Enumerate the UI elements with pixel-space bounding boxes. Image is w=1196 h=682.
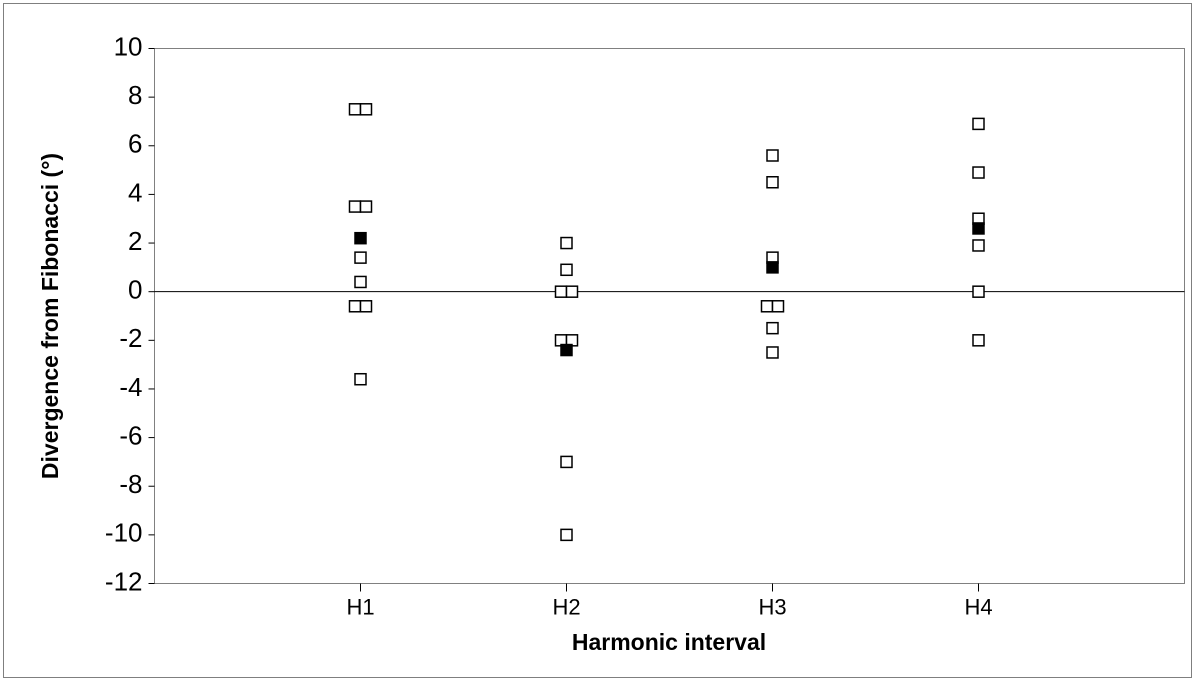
data-point [766, 321, 779, 335]
data-point [972, 117, 985, 131]
data-point [760, 300, 774, 313]
y-tick-label: -8 [119, 469, 142, 499]
data-point [359, 300, 373, 313]
data-point [354, 251, 367, 264]
data-point [766, 176, 779, 189]
mean-point [354, 231, 367, 245]
y-tick-label: -12 [105, 566, 143, 596]
data-point [972, 285, 985, 298]
y-tick-label: -2 [119, 323, 142, 353]
data-point [766, 149, 779, 162]
data-point [348, 200, 362, 213]
y-tick-label: 0 [128, 275, 142, 305]
y-tick-label: 2 [128, 226, 142, 256]
data-point [348, 103, 362, 116]
y-tick-label: 6 [128, 129, 142, 159]
data-point [560, 263, 573, 277]
data-point [560, 455, 573, 469]
plot-area [154, 48, 1185, 584]
x-axis-title: Harmonic interval [572, 629, 766, 655]
y-axis-title: Divergence from Fibonacci (°) [37, 153, 63, 479]
data-points [348, 103, 985, 542]
y-tick-label: 8 [128, 80, 142, 110]
x-tick-label: H4 [964, 595, 992, 620]
data-point [354, 372, 367, 386]
data-point [766, 346, 779, 359]
y-tick-label: 4 [128, 177, 142, 207]
data-point [972, 239, 985, 252]
data-point [560, 528, 573, 542]
x-tick-label: H3 [758, 595, 786, 620]
data-point [771, 300, 785, 313]
mean-point [560, 343, 573, 357]
mean-point [972, 222, 985, 235]
y-tick-label: 10 [114, 31, 143, 61]
x-axis: H1 H2 H3 H4 [346, 583, 993, 620]
y-tick-label: -10 [105, 518, 143, 548]
data-point [972, 334, 985, 347]
data-point [354, 275, 367, 289]
x-tick-label: H2 [552, 595, 580, 620]
y-tick-label: -6 [119, 420, 142, 450]
data-point [554, 285, 568, 298]
x-tick-label: H1 [346, 595, 374, 620]
data-point [560, 236, 573, 250]
y-axis: 10 8 6 4 2 0 -2 -4 -6 -8 -10 -12 [105, 31, 155, 596]
data-point [565, 285, 579, 298]
data-point [359, 103, 373, 116]
data-point [359, 200, 373, 213]
data-point [348, 300, 362, 313]
mean-point [766, 261, 779, 274]
data-point [972, 166, 985, 179]
y-tick-label: -4 [119, 372, 142, 402]
